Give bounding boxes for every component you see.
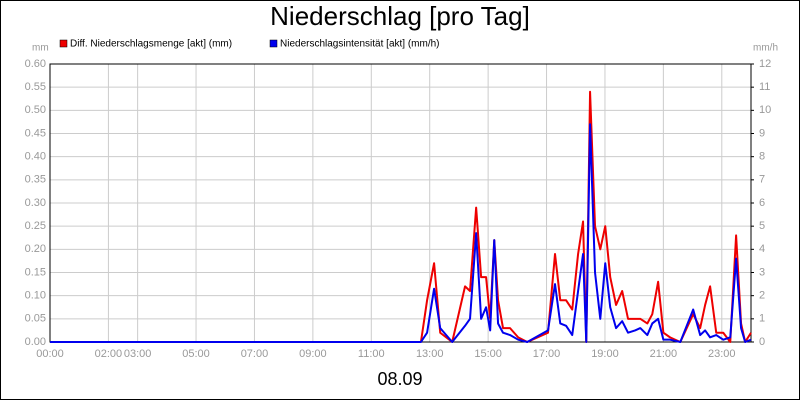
y-tick-label: 0.50 [25,104,46,116]
legend-swatch [269,39,278,48]
y2-tick-label: 6 [759,197,765,209]
series-line [50,90,752,343]
y2-tick-label: 4 [759,243,765,255]
x-tick-label: 02:00 [95,348,123,360]
x-tick-label: 11:00 [358,348,385,360]
legend-label: Diff. Niederschlagsmenge [akt] (mm) [70,39,232,50]
y2-tick-label: 0 [759,336,765,348]
legend-label: Niederschlagsintensität [akt] (mm/h) [280,39,440,50]
x-axis-label: 08.09 [377,369,422,389]
y2-tick-label: 7 [759,174,765,186]
x-tick-label: 03:00 [124,348,152,360]
y-tick-label: 0.55 [25,81,46,93]
y2-tick-label: 3 [759,266,765,278]
y-tick-label: 0.60 [25,58,46,70]
y2-tick-label: 9 [759,127,765,139]
y2-tick-label: 1 [759,313,765,325]
y-tick-label: 0.40 [25,151,46,163]
x-tick-label: 17:00 [533,348,561,360]
y-tick-label: 0.35 [25,174,46,186]
x-tick-label: 19:00 [591,348,619,360]
x-tick-label: 15:00 [474,348,502,360]
y2-tick-label: 2 [759,290,765,302]
x-tick-label: 09:00 [299,348,327,360]
legend-swatch [59,39,68,48]
series-line [50,123,752,343]
x-tick-label: 13:00 [416,348,444,360]
y-tick-label: 0.05 [25,313,46,325]
x-tick-label: 00:00 [36,348,64,360]
y-tick-label: 0.00 [25,336,46,348]
y-axis-label: mm [32,43,49,54]
y-tick-label: 0.30 [25,197,46,209]
y2-tick-label: 8 [759,151,765,163]
x-tick-label: 21:00 [650,348,678,360]
y2-tick-label: 5 [759,220,765,232]
y-tick-label: 0.25 [25,220,46,232]
y2-tick-label: 10 [759,104,771,116]
x-tick-label: 23:00 [708,348,736,360]
x-tick-label: 05:00 [182,348,210,360]
y2-axis-label: mm/h [753,43,778,54]
y-tick-label: 0.10 [25,290,46,302]
y-tick-label: 0.20 [25,243,46,255]
chart-title: Niederschlag [pro Tag] [270,1,530,31]
y-tick-label: 0.15 [25,266,46,278]
y-tick-label: 0.45 [25,127,46,139]
x-tick-label: 07:00 [241,348,269,360]
y2-tick-label: 12 [759,58,771,70]
y2-tick-label: 11 [759,81,770,93]
